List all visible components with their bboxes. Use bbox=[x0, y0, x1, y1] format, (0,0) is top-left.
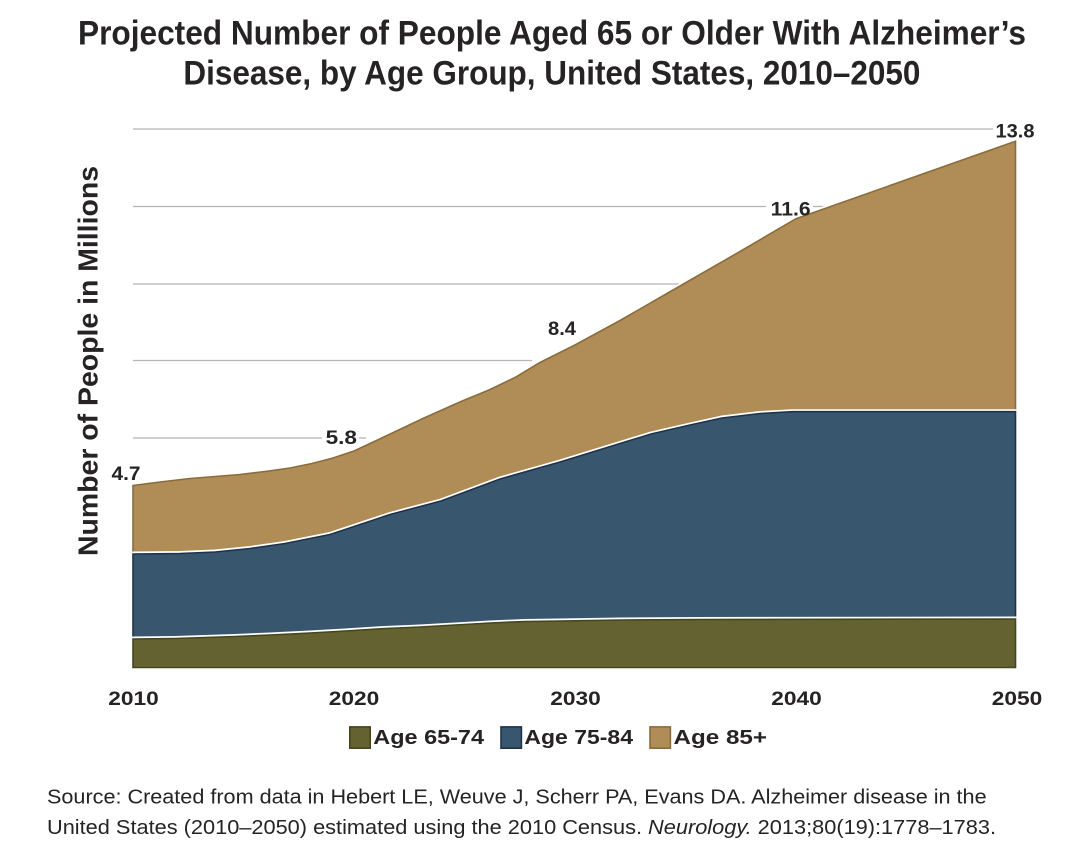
svg-text:Number of People in Millions: Number of People in Millions bbox=[73, 166, 104, 556]
svg-text:2020: 2020 bbox=[329, 689, 380, 710]
svg-text:Source: Created from data in H: Source: Created from data in Hebert LE, … bbox=[47, 787, 987, 809]
svg-text:2050: 2050 bbox=[992, 689, 1043, 710]
svg-text:Age 75-84: Age 75-84 bbox=[524, 727, 634, 749]
svg-text:Disease, by Age Group, United: Disease, by Age Group, United States, 20… bbox=[183, 55, 920, 93]
svg-text:Age 85+: Age 85+ bbox=[674, 727, 768, 749]
svg-text:Age 65-74: Age 65-74 bbox=[373, 727, 485, 749]
svg-text:5.8: 5.8 bbox=[326, 428, 357, 449]
svg-text:4.7: 4.7 bbox=[112, 464, 141, 485]
svg-text:2010: 2010 bbox=[108, 689, 159, 710]
svg-text:8.4: 8.4 bbox=[548, 319, 576, 340]
svg-text:2030: 2030 bbox=[550, 689, 601, 710]
svg-text:2040: 2040 bbox=[771, 689, 822, 710]
svg-text:13.8: 13.8 bbox=[996, 121, 1035, 142]
svg-text:11.6: 11.6 bbox=[771, 200, 811, 221]
svg-text:Projected Number of People Age: Projected Number of People Aged 65 or Ol… bbox=[78, 15, 1026, 53]
svg-text:United States (2010–2050) esti: United States (2010–2050) estimated usin… bbox=[47, 817, 996, 839]
